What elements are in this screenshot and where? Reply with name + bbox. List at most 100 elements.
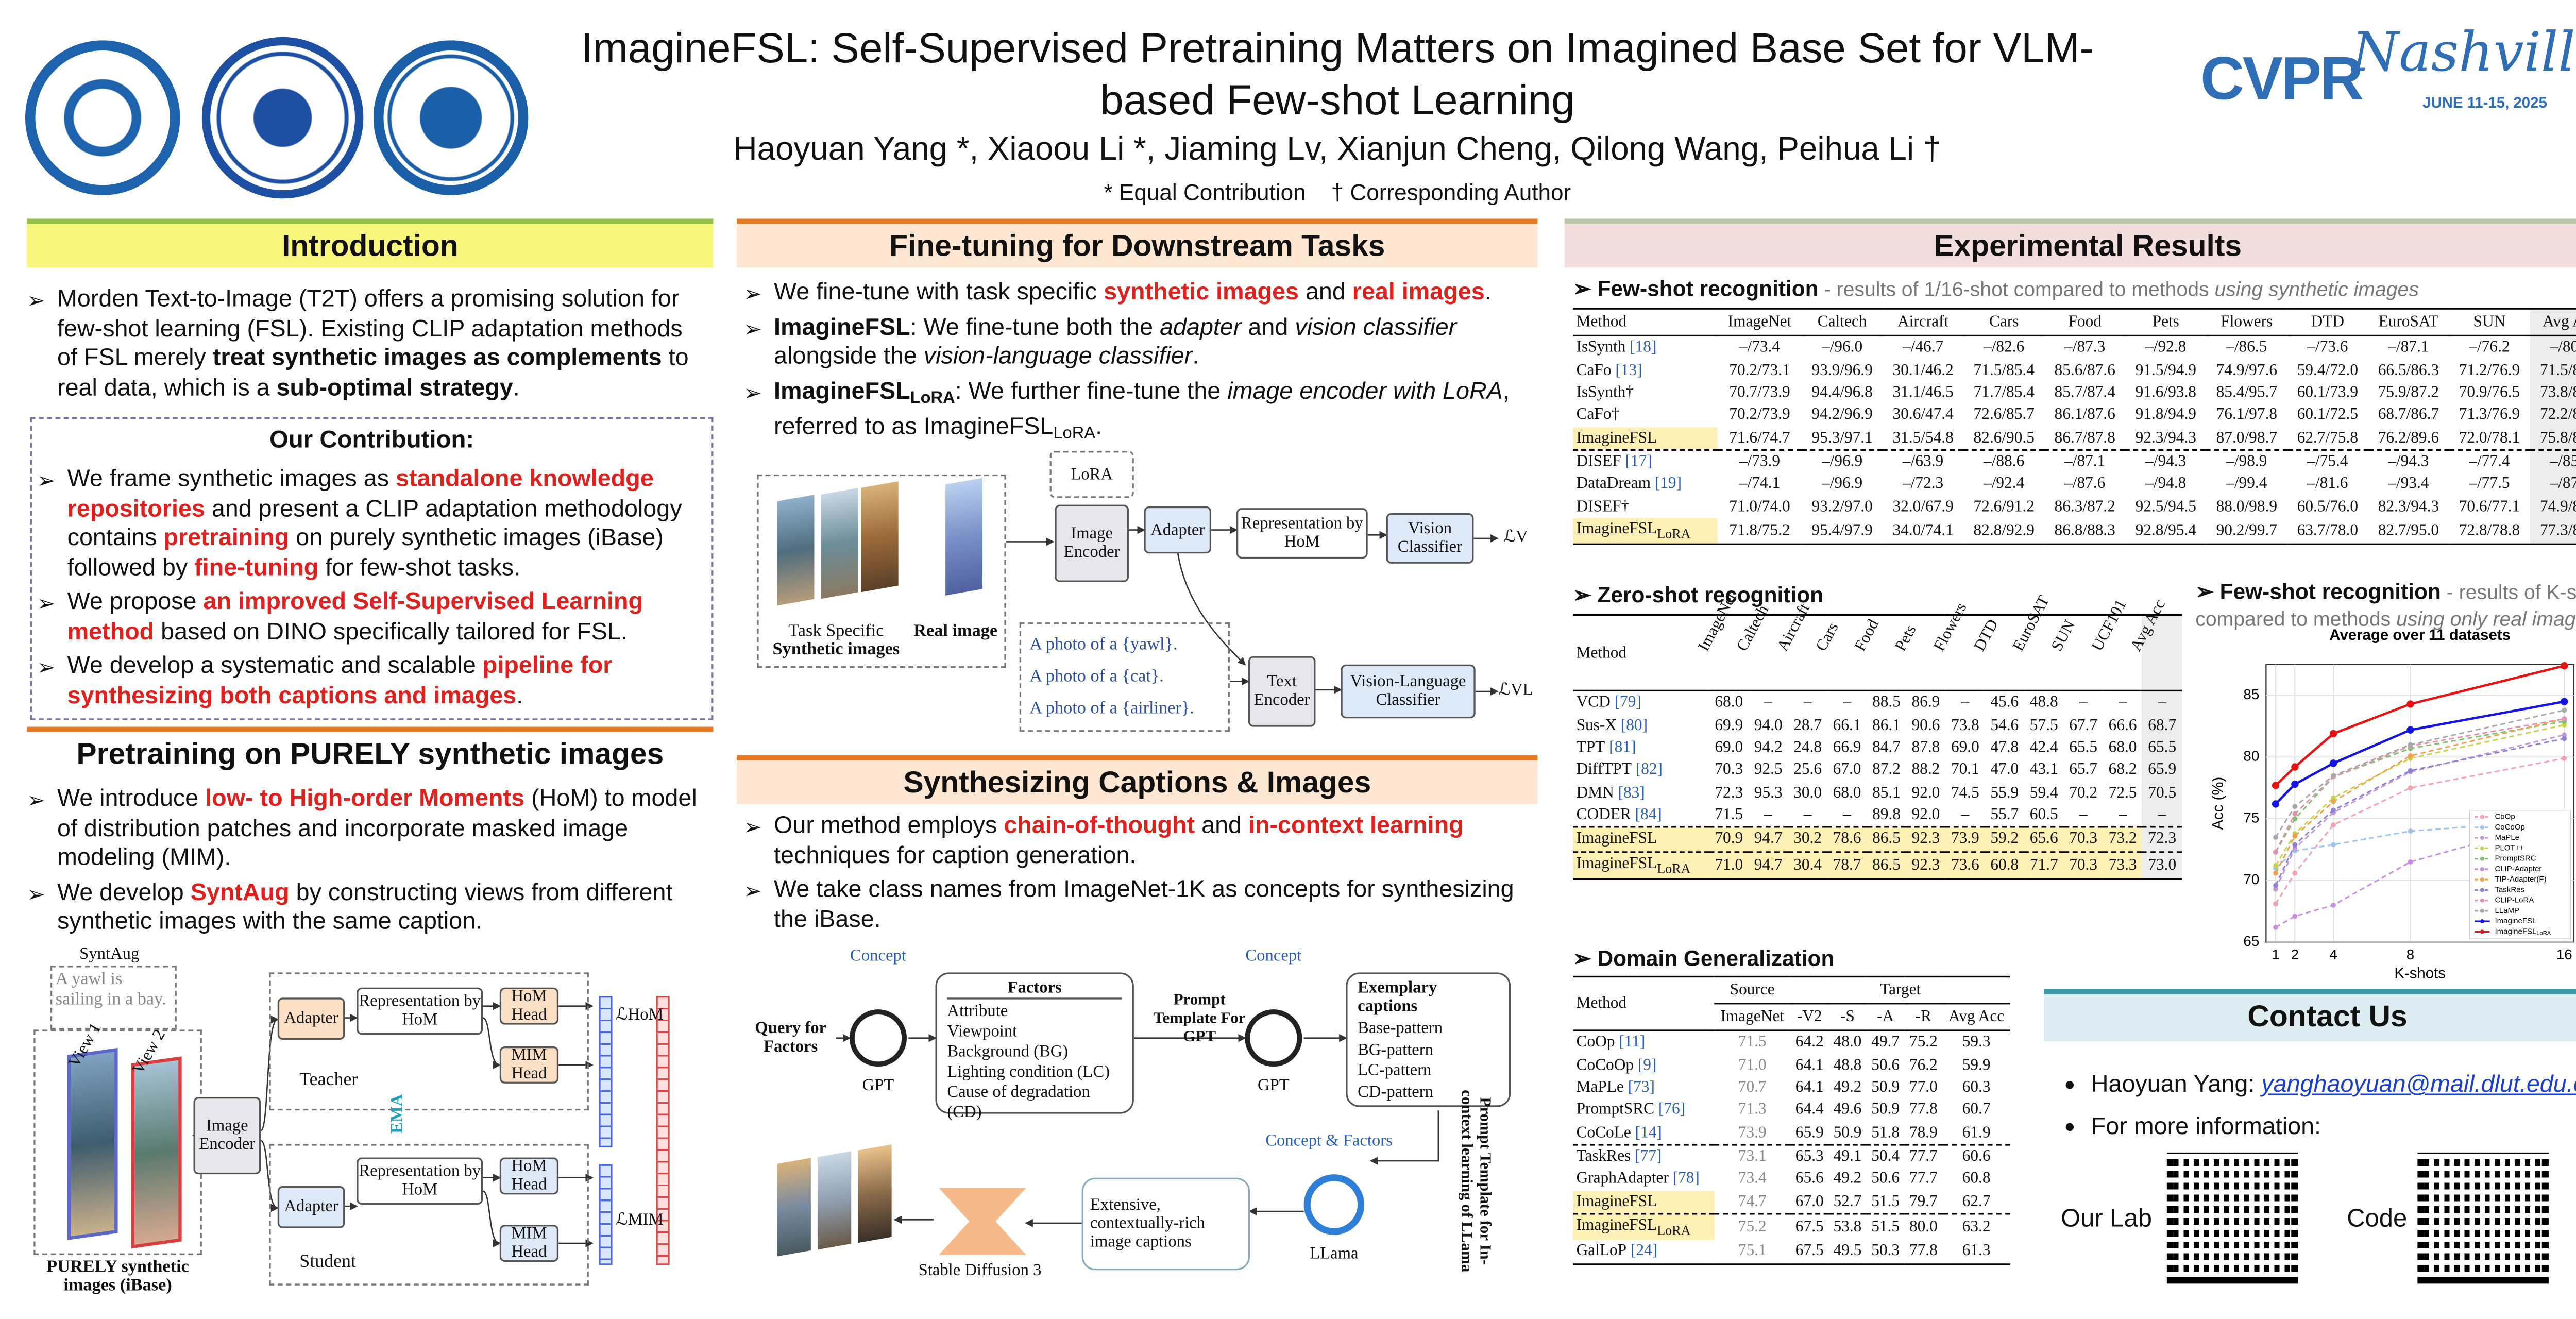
table-cell: 75.9/87.2 [2378, 383, 2439, 402]
method: CoCoLe [1576, 1123, 1631, 1142]
table-row: CaFo† 70.2/73.9 94.2/96.9 30.6/47.4 72.6/85.… [1573, 404, 2576, 427]
method-cell: Sus-X [80] [1573, 714, 1709, 737]
table-cell: –/81.6 [2307, 475, 2348, 494]
table-cell: 70.3 [1715, 760, 1743, 780]
classifier: Vision Classifier [1386, 513, 1474, 564]
table-cell: 72.2/82.0 [2530, 404, 2576, 427]
table-cell: 69.0 [1951, 738, 1979, 757]
text-run: ImagineFSL [774, 313, 910, 341]
label: Concept [850, 947, 906, 966]
subsection-title: Domain Generalization [1573, 945, 2078, 972]
bullet-list: We fine-tune with task specific syntheti… [743, 279, 1534, 453]
table-cell: – [1961, 806, 1970, 825]
legend-label: CLIP-Adapter [2495, 865, 2541, 873]
table-cell: 73.4 [1738, 1170, 1767, 1189]
token-column [656, 996, 670, 1265]
adapter: Adapter [277, 997, 345, 1040]
table-row: PromptSRC [76] 71.3 64.4 49.6 50.9 77.8 60.7 [1573, 1099, 2010, 1122]
table-cell: 60.8 [1985, 850, 2025, 879]
table-cell: 65.6 [2024, 826, 2064, 852]
table-cell: 43.1 [2029, 760, 2058, 780]
table-cell: 95.4/97.9 [1811, 521, 1873, 540]
qr-code [2417, 1152, 2549, 1284]
header-cell: Caltech [1734, 602, 1788, 692]
table-cell: –/87.6 [2064, 475, 2106, 494]
method-cell: GraphAdapter [78] [1573, 1168, 1714, 1191]
method-cell: CoOp [11] [1573, 1030, 1714, 1054]
table-cell: 66.6 [2108, 716, 2137, 735]
text-run: vision classifier [1295, 313, 1457, 341]
method-cell: ImagineFSL [1573, 1190, 1715, 1214]
header-cell: Method [1573, 309, 1718, 337]
point [2561, 698, 2568, 705]
x-tick-label: 1 [2272, 946, 2279, 962]
email[interactable]: yanghaoyuan@mail.dlut.edu.cn [2261, 1072, 2576, 1099]
table-cell: 74.5 [1951, 783, 1979, 802]
table-cell: 48.8 [1833, 1056, 1862, 1075]
title: ImagineFSL: Self-Supervised Pretraining … [581, 25, 2094, 125]
header-cell: Pets [2125, 309, 2207, 337]
point [2331, 807, 2336, 813]
header-text: Method [1576, 643, 1627, 662]
ref: [14] [1635, 1123, 1662, 1142]
table-cell: – [1843, 693, 1851, 712]
point [2292, 914, 2298, 919]
text-run: techniques for caption generation. [774, 842, 1137, 869]
method-cell: VCD [79] [1573, 690, 1709, 714]
prompt: A photo of a {airliner}. [1029, 700, 1194, 719]
method-cell: ImagineFSLLoRA [1573, 1213, 1715, 1241]
table-cell: 75.8/84.1 [2530, 426, 2576, 450]
table-cell: 67.5 [1795, 1242, 1824, 1261]
table-cell: 86.1 [1872, 716, 1901, 735]
point [2408, 768, 2413, 773]
table-cell: 59.9 [1962, 1056, 1991, 1075]
text-run: adapter [1160, 313, 1242, 341]
table-cell: 49.1 [1828, 1144, 1867, 1168]
loss: ℒV [1503, 528, 1528, 547]
table-cell: 88.5 [1872, 693, 1901, 712]
table-cell: 30.6/47.4 [1892, 405, 1954, 425]
table-cell: 70.9 [1709, 826, 1749, 852]
header-text: Avg Acc [1948, 1007, 2005, 1026]
encoder: Image Encoder [1055, 504, 1129, 582]
subsection-title: Zero-shot recognition [1573, 582, 2078, 609]
legend-label: ImagineFSLLoRA [2495, 927, 2551, 936]
table-cell: 61.9 [1962, 1123, 1991, 1142]
method-cell: ImagineFSLLoRA [1573, 518, 1718, 545]
legend-marker [2480, 825, 2484, 830]
bullet: We propose an improved Self-Supervised L… [37, 589, 707, 648]
table-cell: 88.0/98.9 [2216, 497, 2277, 516]
text-run: (HoM) to model of distribution patches a… [57, 785, 697, 872]
table-cell: 65.5 [2142, 736, 2182, 759]
ref: [13] [1615, 361, 1642, 380]
text-run: Our method employs [774, 813, 1004, 840]
bullet: We take class names from ImageNet-1K as … [743, 876, 1534, 935]
table-cell: 59.3 [1962, 1033, 1991, 1052]
table-row: ImagineFSLLoRA 71.0 94.7 30.4 78.7 86.5 92.3 73… [1573, 850, 2182, 879]
header-text: SUN [2473, 313, 2506, 332]
table-cell: 93.2/97.0 [1811, 497, 1873, 516]
table-cell: 82.8/92.9 [1973, 521, 2035, 540]
method: ImagineFSL [1576, 520, 1657, 539]
table-cell: –/74.1 [1739, 475, 1781, 494]
caption: A yawl is sailing in a bay. [50, 966, 177, 1030]
table-cell: 66.9 [1833, 738, 1861, 757]
table-cell: 65.5 [2069, 738, 2098, 757]
table-cell: –/94.8 [2145, 475, 2187, 494]
method-cell: CoCoLe [14] [1573, 1121, 1714, 1144]
table-cell: –/87.1 [2044, 449, 2126, 474]
method: IsSynth [1576, 338, 1626, 357]
header-cell: -R [1904, 1003, 1943, 1031]
subsection-name: Few-shot recognition [2219, 579, 2441, 604]
table: Method ImageNet Caltech Aircraft Cars Food Pet… [1573, 590, 2182, 880]
label: Query for Factors [755, 1019, 827, 1057]
table-cell: 49.7 [1871, 1033, 1900, 1052]
legend-label: TaskRes [2495, 885, 2524, 894]
text-run: . [513, 374, 520, 401]
bullet: We develop a systematic and scalable pip… [37, 653, 707, 712]
table-cell: 50.9 [1871, 1101, 1900, 1120]
text-run: - results of 1/16-shot compared to metho… [1818, 277, 2215, 301]
point [2272, 800, 2280, 808]
table-cell: 47.0 [1990, 760, 2019, 780]
table-cell: 65.6 [1795, 1170, 1824, 1189]
